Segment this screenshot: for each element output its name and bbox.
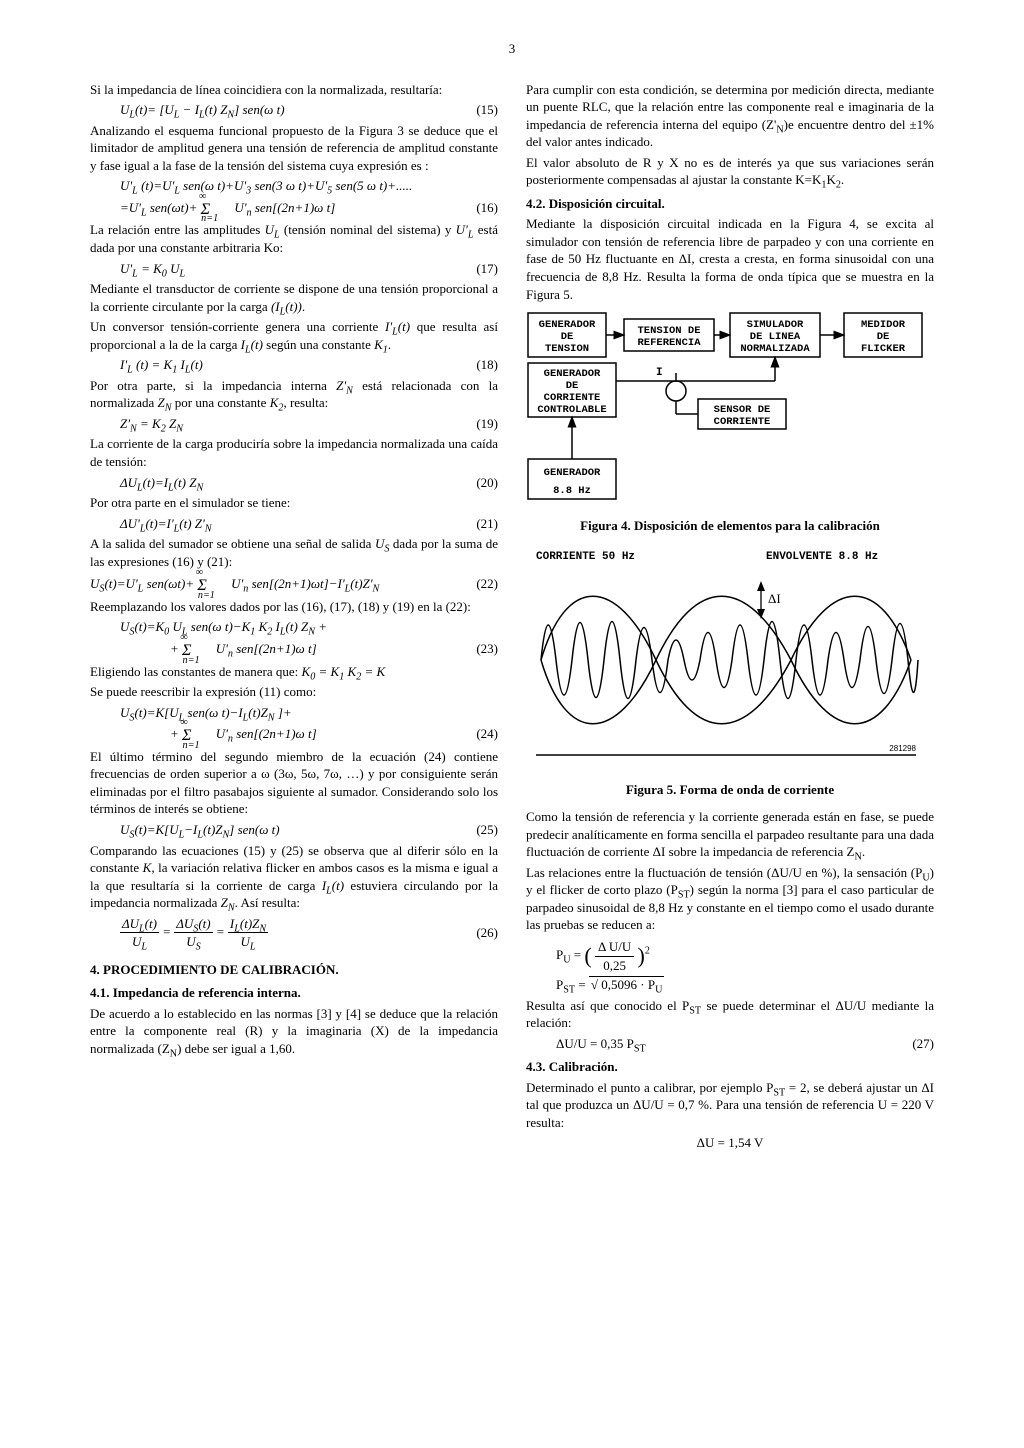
para: Como la tensión de referencia y la corri… <box>526 808 934 861</box>
svg-text:REFERENCIA: REFERENCIA <box>637 337 701 349</box>
svg-text:8.8 Hz: 8.8 Hz <box>553 485 591 497</box>
svg-text:DE LINEA: DE LINEA <box>750 331 801 343</box>
page: 3 Si la impedancia de línea coincidiera … <box>0 0 1024 1448</box>
para: Las relaciones entre la fluctuación de t… <box>526 864 934 934</box>
para: Analizando el esquema funcional propuest… <box>90 122 498 175</box>
svg-text:TENSION: TENSION <box>545 343 589 355</box>
equation-19: Z'N = K2 ZN (19) <box>120 415 498 433</box>
svg-text:SENSOR DE: SENSOR DE <box>714 404 771 416</box>
svg-text:DE: DE <box>877 331 890 343</box>
svg-text:FLICKER: FLICKER <box>861 343 906 355</box>
equation-24-line1: US(t)=K[UL sen(ω t)−IL(t)ZN ]+ <box>120 704 498 722</box>
svg-text:CORRIENTE 50 Hz: CORRIENTE 50 Hz <box>536 551 635 563</box>
svg-text:TENSION DE: TENSION DE <box>637 325 700 337</box>
svg-text:SIMULADOR: SIMULADOR <box>747 319 804 331</box>
two-column-layout: Si la impedancia de línea coincidiera co… <box>90 78 934 1154</box>
equation-du: ΔU = 1,54 V <box>526 1134 934 1152</box>
equation-27: ΔU/U = 0,35 PST (27) <box>556 1035 934 1053</box>
section-4-1-heading: 4.1. Impedancia de referencia interna. <box>90 984 498 1002</box>
svg-text:GENERADOR: GENERADOR <box>544 368 601 380</box>
equation-23-line1: US(t)=K0 UL sen(ω t)−K1 K2 IL(t) ZN + <box>120 618 498 636</box>
svg-text:I: I <box>656 367 663 379</box>
para: El último término del segundo miembro de… <box>90 748 498 818</box>
svg-text:MEDIDOR: MEDIDOR <box>861 319 906 331</box>
para: Determinado el punto a calibrar, por eje… <box>526 1079 934 1132</box>
equation-15: UL(t)= [UL − IL(t) ZN] sen(ω t) (15) <box>120 101 498 119</box>
figure-4-diagram: GENERADOR DE TENSION TENSION DE REFERENC… <box>526 311 934 511</box>
para: Mediante la disposición circuital indica… <box>526 215 934 303</box>
svg-text:DE: DE <box>566 380 579 392</box>
para: Si la impedancia de línea coincidiera co… <box>90 81 498 99</box>
para: Por otra parte en el simulador se tiene: <box>90 494 498 512</box>
equation-22: US(t)=U'L sen(ωt)+ Σn=1∞U'n sen[(2n+1)ωt… <box>90 573 498 595</box>
para: Eligiendo las constantes de manera que: … <box>90 663 498 681</box>
svg-text:281298: 281298 <box>889 744 916 753</box>
section-4-2-heading: 4.2. Disposición circuital. <box>526 195 934 213</box>
para: Comparando las ecuaciones (15) y (25) se… <box>90 842 498 912</box>
svg-text:NORMALIZADA: NORMALIZADA <box>740 343 810 355</box>
svg-text:ENVOLVENTE 8.8 Hz: ENVOLVENTE 8.8 Hz <box>766 551 878 563</box>
figure-5-caption: Figura 5. Forma de onda de corriente <box>526 781 934 799</box>
para: La relación entre las amplitudes UL (ten… <box>90 221 498 256</box>
section-4-3-heading: 4.3. Calibración. <box>526 1058 934 1076</box>
equation-23-line2: + Σn=1∞U'n sen[(2n+1)ω t] (23) <box>170 638 498 660</box>
svg-text:DE: DE <box>561 331 574 343</box>
para: Resulta así que conocido el PST se puede… <box>526 997 934 1032</box>
para: Se puede reescribir la expresión (11) co… <box>90 683 498 701</box>
equation-pst: PST = √ 0,5096 · PU <box>556 976 934 994</box>
svg-text:CORRIENTE: CORRIENTE <box>544 392 601 404</box>
svg-text:ΔI: ΔI <box>768 591 781 606</box>
para: Para cumplir con esta condición, se dete… <box>526 81 934 151</box>
equation-17: U'L = K0 UL (17) <box>120 260 498 278</box>
equation-20: ΔUL(t)=IL(t) ZN (20) <box>120 474 498 492</box>
para: Un conversor tensión-corriente genera un… <box>90 318 498 353</box>
equation-16-line2: =U'L sen(ωt)+ Σn=1∞U'n sen[(2n+1)ω t] (1… <box>120 197 498 219</box>
equation-25: US(t)=K[UL−IL(t)ZN] sen(ω t) (25) <box>120 821 498 839</box>
right-column: Para cumplir con esta condición, se dete… <box>526 78 934 1154</box>
para: Reemplazando los valores dados por las (… <box>90 598 498 616</box>
equation-pu: PU = ( Δ U/U 0,25 )2 <box>556 937 934 974</box>
svg-text:CORRIENTE: CORRIENTE <box>714 416 771 428</box>
figure-4-caption: Figura 4. Disposición de elementos para … <box>526 517 934 535</box>
section-4-heading: 4. PROCEDIMIENTO DE CALIBRACIÓN. <box>90 961 498 979</box>
figure-5-diagram: CORRIENTE 50 Hz ENVOLVENTE 8.8 Hz ΔI 2 <box>526 545 934 775</box>
svg-text:GENERADOR: GENERADOR <box>544 467 601 479</box>
equation-24-line2: + Σn=1∞U'n sen[(2n+1)ω t] (24) <box>170 723 498 745</box>
para: De acuerdo a lo establecido en las norma… <box>90 1005 498 1058</box>
svg-text:CONTROLABLE: CONTROLABLE <box>537 404 606 416</box>
para: La corriente de la carga produciría sobr… <box>90 435 498 470</box>
para: A la salida del sumador se obtiene una s… <box>90 535 498 570</box>
equation-18: I'L (t) = K1 IL(t) (18) <box>120 356 498 374</box>
equation-26: ΔUL(t) UL = ΔUS(t) US = IL(t)ZN UL (26) <box>120 915 498 951</box>
left-column: Si la impedancia de línea coincidiera co… <box>90 78 498 1154</box>
equation-16-line1: U'L (t)=U'L sen(ω t)+U'3 sen(3 ω t)+U'5 … <box>120 177 498 195</box>
equation-21: ΔU'L(t)=I'L(t) Z'N (21) <box>120 515 498 533</box>
page-number: 3 <box>90 40 934 58</box>
para: Por otra parte, si la impedancia interna… <box>90 377 498 412</box>
para: El valor absoluto de R y X no es de inte… <box>526 154 934 189</box>
para: Mediante el transductor de corriente se … <box>90 280 498 315</box>
svg-text:GENERADOR: GENERADOR <box>539 319 596 331</box>
